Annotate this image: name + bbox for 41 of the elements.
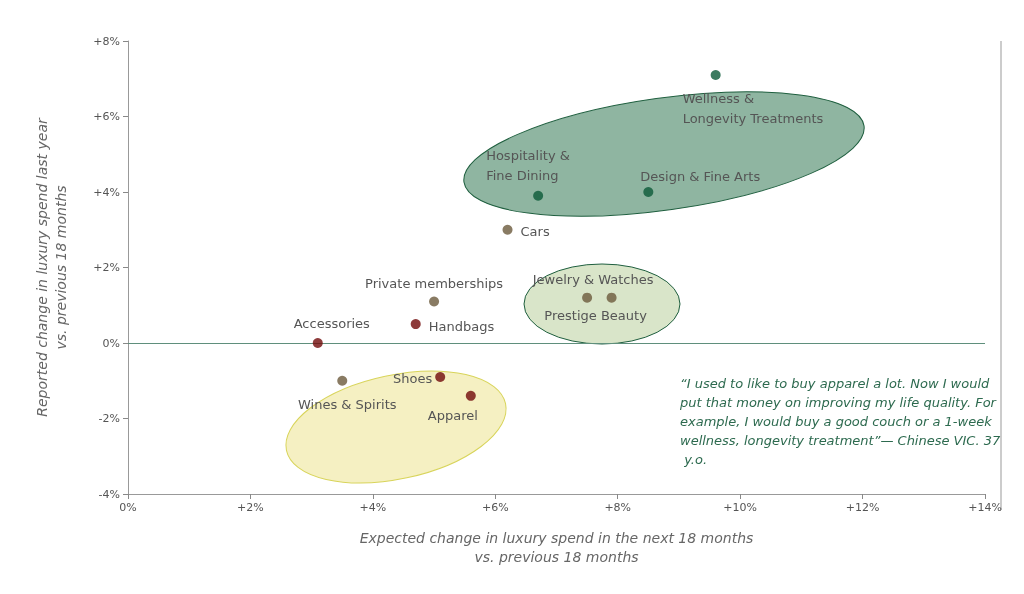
point xyxy=(533,190,544,201)
point xyxy=(465,390,476,401)
annotation: Wines & Spirits xyxy=(297,397,397,413)
x-tick-label: +2% xyxy=(237,501,264,514)
y-tick-label: -2% xyxy=(98,412,120,425)
x-axis-title: Expected change in luxury spend in the next 18 months vs. previous 18 months xyxy=(359,529,754,565)
point xyxy=(312,338,323,348)
annotation: Cars xyxy=(520,224,550,240)
point xyxy=(410,319,421,330)
y-axis-title: Reported change in luxury spend last year vs. previous 18 months xyxy=(33,117,69,417)
x-tick-label: +4% xyxy=(359,501,387,514)
y-tick-label: +2% xyxy=(93,261,120,274)
y-tick-label: -4% xyxy=(98,487,120,501)
point xyxy=(435,371,446,382)
y-tick-label: +4% xyxy=(93,185,120,199)
annotation: Design & Fine Arts xyxy=(640,168,761,184)
x-tick-label: 0% xyxy=(119,501,137,514)
point xyxy=(502,224,513,235)
annotation: Shoes xyxy=(392,371,433,387)
point xyxy=(582,292,593,303)
annotation: “I used to like to buy apparel a lot. Now I would put that money on improving my life quality. For example, I would buy a good couch or a 1-week wellness, longevity treatment”— Chinese VIC. 37 y.o. xyxy=(679,376,1001,467)
y-tick-label: 0% xyxy=(102,336,120,350)
point xyxy=(710,69,721,80)
annotation: Handbags xyxy=(428,318,495,334)
annotation: Hospitality & Fine Dining xyxy=(486,148,570,184)
annotation: Private memberships xyxy=(365,275,504,291)
x-tick-label: +14% xyxy=(968,501,1002,514)
annotation: Accessories xyxy=(293,315,371,331)
x-tick-label: +8% xyxy=(604,501,632,514)
x-tick-label: +6% xyxy=(481,501,509,514)
y-tick-label: +8% xyxy=(93,34,120,48)
point xyxy=(643,187,654,197)
annotation: Prestige Beauty xyxy=(544,308,648,324)
x-tick-label: +10% xyxy=(723,501,757,514)
annotation: Apparel xyxy=(427,408,478,424)
point xyxy=(606,292,617,303)
point xyxy=(429,296,440,307)
point xyxy=(337,375,348,386)
x-tick-label: +12% xyxy=(845,501,880,514)
y-tick-label: +6% xyxy=(93,110,120,123)
annotation: Wellness & Longevity Treatments xyxy=(682,91,824,127)
